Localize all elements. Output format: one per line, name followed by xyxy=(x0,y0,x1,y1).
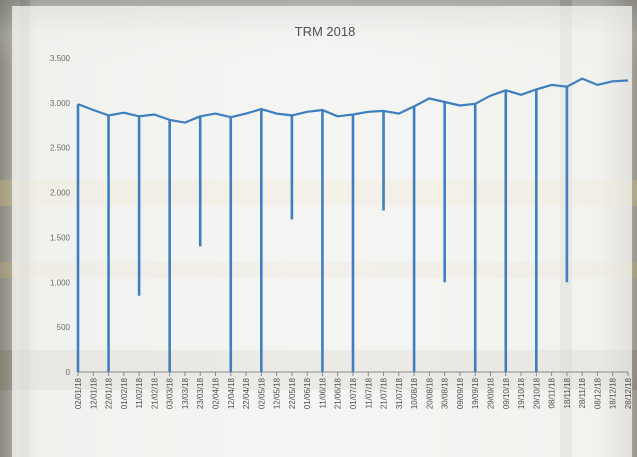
y-tick-label: 2.500 xyxy=(50,144,71,153)
x-tick-label: 12/04/18 xyxy=(227,377,236,409)
x-tick-label: 29/10/18 xyxy=(532,377,541,409)
dip-lines xyxy=(76,86,569,372)
x-tick-label: 02/05/18 xyxy=(257,377,266,409)
x-tick-label: 11/07/18 xyxy=(364,377,373,408)
x-tick-label: 02/01/18 xyxy=(74,377,83,409)
x-tick-label: 21/06/18 xyxy=(334,377,343,409)
x-tick-label: 09/10/18 xyxy=(502,377,511,409)
x-tick-label: 18/11/18 xyxy=(563,377,572,408)
x-tick-label: 01/06/18 xyxy=(303,377,312,409)
x-tick-label: 13/03/18 xyxy=(181,377,190,409)
series-group xyxy=(77,77,629,124)
x-tick-label: 30/08/18 xyxy=(441,377,450,409)
x-tick-label: 12/05/18 xyxy=(273,377,282,409)
x-tick-label: 01/02/18 xyxy=(120,377,129,409)
y-tick-label: 3.500 xyxy=(50,54,71,63)
x-tick-label: 12/01/18 xyxy=(89,377,98,409)
x-tick-label: 03/03/18 xyxy=(166,377,175,409)
y-tick-label: 3.000 xyxy=(50,99,71,108)
x-tick-label: 19/09/18 xyxy=(471,377,480,409)
x-tick-label: 22/04/18 xyxy=(242,377,251,409)
x-tick-label: 10/08/18 xyxy=(410,377,419,409)
y-tick-label: 0 xyxy=(66,368,71,377)
x-tick-label: 18/12/18 xyxy=(609,377,618,409)
y-tick-label: 500 xyxy=(57,323,71,332)
x-tick-label: 11/02/18 xyxy=(135,377,144,408)
series-line xyxy=(77,77,629,124)
x-tick-label: 29/09/18 xyxy=(487,377,496,409)
y-tick-label: 1.000 xyxy=(50,278,71,287)
x-tick-label: 23/03/18 xyxy=(196,377,205,409)
x-tick-label: 08/11/18 xyxy=(548,377,557,408)
x-tick-label: 21/07/18 xyxy=(380,377,389,409)
x-tick-label: 11/06/18 xyxy=(318,377,327,408)
y-axis: 0 500 1.000 1.500 2.000 2.500 3.000 3.500 xyxy=(50,54,71,377)
y-tick-label: 1.500 xyxy=(50,233,71,242)
x-tick-label: 19/10/18 xyxy=(517,377,526,409)
x-tick-label: 28/11/18 xyxy=(578,377,587,408)
x-tick-label: 22/05/18 xyxy=(288,377,297,409)
x-tick-label: 08/12/18 xyxy=(593,377,602,409)
chart-title: TRM 2018 xyxy=(295,24,356,39)
x-tick-label: 22/01/18 xyxy=(105,377,114,409)
x-tick-label: 01/07/18 xyxy=(349,377,358,409)
y-tick-label: 2.000 xyxy=(50,189,71,198)
x-tick-label: 20/08/18 xyxy=(425,377,434,409)
x-tick-label: 28/12/18 xyxy=(624,377,633,409)
x-tick-label: 02/04/18 xyxy=(212,377,221,409)
x-tick-label: 09/09/18 xyxy=(456,377,465,409)
x-tick-label: 21/02/18 xyxy=(150,377,159,409)
x-tick-labels: 02/01/18 12/01/18 22/01/18 01/02/18 11/02/18… xyxy=(74,372,633,409)
x-tick-label: 31/07/18 xyxy=(395,377,404,409)
